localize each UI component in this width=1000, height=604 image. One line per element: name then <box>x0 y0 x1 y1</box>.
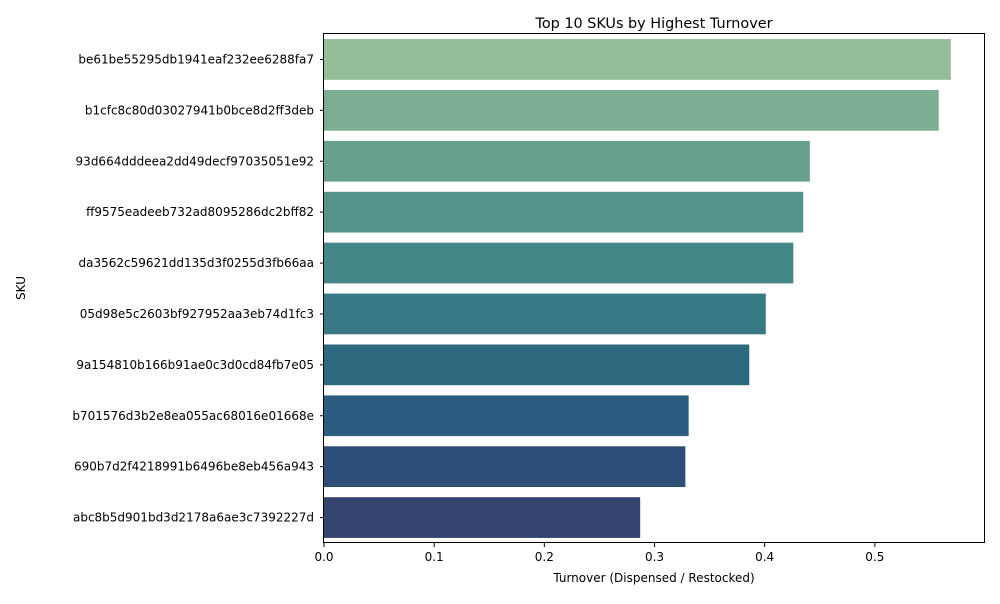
x-tick-label: 0.5 <box>865 550 884 564</box>
y-tick-labels: be61be55295db1941eaf232ee6288fa7 b1cfc8c8… <box>72 52 324 525</box>
y-tick-label: abc8b5d901bd3d2178a6ae3c7392227d <box>73 511 314 525</box>
y-tick-label: ff9575eadeeb732ad8095286dc2bff82 <box>86 205 314 219</box>
y-tick-label: 9a154810b166b91ae0c3d0cd84fb7e05 <box>76 358 314 372</box>
x-tick-labels: 0.0 0.1 0.2 0.3 0.4 0.5 <box>314 543 884 564</box>
bar-2 <box>324 89 939 131</box>
bar-7 <box>324 344 750 386</box>
y-tick-label: 93d664dddeea2dd49decf97035051e92 <box>76 154 314 168</box>
bar-1 <box>324 39 951 80</box>
bar-6 <box>324 293 766 335</box>
chart-title: Top 10 SKUs by Highest Turnover <box>535 16 773 32</box>
y-axis-label: SKU <box>14 276 28 300</box>
y-tick-label: 690b7d2f4218991b6496be8eb456a943 <box>74 460 314 474</box>
plot-frame <box>323 33 985 543</box>
bars-layer <box>324 39 951 538</box>
x-tick-label: 0.4 <box>755 550 774 564</box>
y-tick-label: b701576d3b2e8ea055ac68016e01668e <box>72 409 314 423</box>
bar-9 <box>324 446 686 488</box>
bar-8 <box>324 395 689 437</box>
x-axis-label: Turnover (Dispensed / Restocked) <box>552 571 754 585</box>
bar-4 <box>324 191 804 233</box>
bar-10 <box>324 497 641 538</box>
x-tick-label: 0.0 <box>314 550 333 564</box>
y-tick-label: be61be55295db1941eaf232ee6288fa7 <box>78 52 314 66</box>
x-tick-label: 0.1 <box>425 550 444 564</box>
x-tick-label: 0.3 <box>645 550 664 564</box>
x-tick-label: 0.2 <box>535 550 554 564</box>
y-tick-label: da3562c59621dd135d3f0255d3fb66aa <box>78 256 314 270</box>
bar-3 <box>324 140 810 182</box>
bar-5 <box>324 242 794 284</box>
y-tick-label: 05d98e5c2603bf927952aa3eb74d1fc3 <box>80 307 314 321</box>
y-tick-label: b1cfc8c80d03027941b0bce8d2ff3deb <box>85 103 314 117</box>
